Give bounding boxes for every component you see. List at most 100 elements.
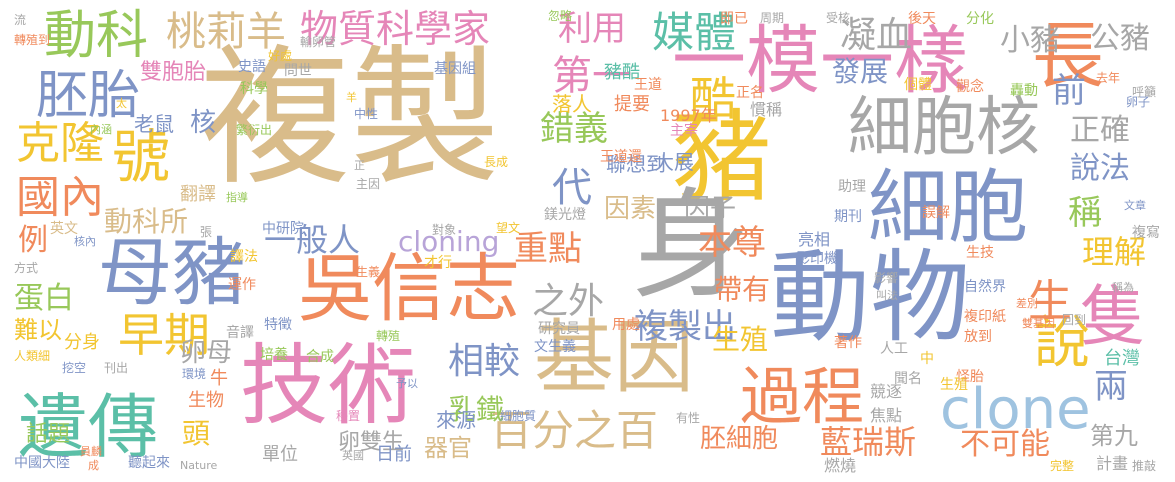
word: 張 bbox=[200, 225, 213, 239]
word: 史語 bbox=[238, 59, 266, 75]
word: 競逐 bbox=[870, 382, 903, 401]
word: 單位 bbox=[262, 444, 298, 465]
word: 錯義 bbox=[540, 109, 608, 149]
word: 助理 bbox=[838, 179, 866, 195]
word: 亮相 bbox=[798, 230, 831, 249]
word: 發展 bbox=[832, 55, 889, 88]
word: 受核 bbox=[826, 11, 851, 25]
word: 方式 bbox=[14, 261, 39, 275]
word: 公豬 bbox=[1090, 21, 1150, 56]
word: 轉殖到 bbox=[14, 33, 51, 47]
word: 慣稱 bbox=[750, 100, 783, 119]
word: 生物 bbox=[188, 390, 224, 411]
word: 中國大陸 bbox=[14, 455, 70, 471]
word: 周期 bbox=[760, 11, 785, 25]
word: 生 bbox=[1028, 276, 1072, 327]
word: 核內 bbox=[74, 235, 96, 248]
word: 研究員 bbox=[538, 321, 580, 337]
word: 回到 bbox=[1062, 313, 1087, 327]
word: 繁衍出 bbox=[236, 123, 273, 137]
word: 羊 bbox=[346, 91, 357, 104]
word: 號 bbox=[112, 123, 171, 191]
word: 才行 bbox=[424, 255, 452, 271]
word: 轉殖 bbox=[376, 329, 401, 343]
word: 分身 bbox=[64, 332, 100, 353]
word: 影印機 bbox=[796, 251, 838, 267]
word: 母豬 bbox=[98, 230, 246, 316]
word: 百分之百 bbox=[490, 406, 659, 455]
word: 代 bbox=[552, 165, 592, 211]
word: 技術 bbox=[240, 334, 417, 437]
word: 挖空 bbox=[62, 361, 87, 375]
word: 聞名 bbox=[894, 371, 922, 387]
word: 予以 bbox=[396, 377, 418, 390]
word: 指導 bbox=[226, 191, 248, 204]
word: 1997年 bbox=[660, 106, 717, 125]
word: 譯法 bbox=[230, 249, 258, 265]
word: 之外 bbox=[532, 281, 605, 322]
word: 個體 bbox=[904, 77, 932, 93]
word: 怪胎 bbox=[956, 369, 984, 385]
word: 王道還 bbox=[600, 149, 642, 165]
word: 環境 bbox=[182, 367, 207, 381]
word: 期刊 bbox=[834, 209, 862, 225]
word: cloning bbox=[398, 225, 500, 258]
word: 生義 bbox=[356, 265, 381, 279]
word: 豬酷 bbox=[604, 62, 640, 83]
word: 日前 bbox=[376, 444, 412, 465]
word: 主因 bbox=[356, 177, 381, 191]
word: 聽起來 bbox=[128, 455, 170, 471]
word: 音譯 bbox=[226, 325, 254, 341]
word: 利用 bbox=[558, 9, 626, 49]
word: 對象 bbox=[432, 223, 457, 237]
word: 去年 bbox=[1096, 71, 1121, 85]
word: 動科 bbox=[44, 6, 149, 66]
word: 乳鐵 bbox=[448, 393, 505, 426]
word: 物質科學家 bbox=[300, 7, 491, 51]
word: 提要 bbox=[614, 94, 650, 115]
word: 生殖 bbox=[712, 323, 769, 356]
word: 有性 bbox=[676, 411, 701, 425]
word: 小豬 bbox=[1000, 23, 1060, 58]
word: 複印紙 bbox=[964, 309, 1006, 325]
word: 完整 bbox=[1050, 459, 1075, 473]
word: 基因 bbox=[534, 311, 694, 404]
word: 過程 bbox=[740, 360, 865, 433]
word: 叫法 bbox=[876, 289, 898, 302]
word: 主宰 bbox=[670, 123, 698, 139]
word: 太 bbox=[116, 97, 127, 110]
word: 早期 bbox=[118, 308, 210, 362]
word: 移置 bbox=[336, 409, 361, 423]
word: 鎂光燈 bbox=[544, 207, 586, 223]
word: 誤解 bbox=[922, 205, 950, 221]
word: 兩 bbox=[1094, 367, 1128, 407]
word: 基因組 bbox=[434, 61, 476, 77]
word: 影響 bbox=[874, 271, 899, 285]
word: 計畫 bbox=[1096, 454, 1129, 473]
word: 細胞質 bbox=[500, 409, 537, 423]
word: 說 bbox=[1034, 311, 1090, 376]
word: 凝血 bbox=[840, 15, 913, 56]
word: clone bbox=[940, 377, 1091, 442]
word: 卵雙生 bbox=[338, 430, 405, 455]
word: 身 bbox=[632, 176, 751, 314]
word: 複製 bbox=[200, 32, 501, 206]
word: 內涵 bbox=[90, 123, 112, 136]
word: 忽略 bbox=[548, 9, 573, 23]
word: 稱 bbox=[1068, 193, 1102, 233]
word: 胚胎 bbox=[36, 66, 141, 126]
word: 因子 bbox=[684, 194, 737, 224]
word: 理解 bbox=[1082, 233, 1147, 271]
word: 帶有 bbox=[714, 273, 771, 306]
word: 卵母 bbox=[180, 338, 233, 368]
word: 好處 bbox=[268, 49, 293, 63]
word: 英文 bbox=[50, 221, 78, 237]
word: 流 bbox=[14, 13, 27, 27]
word: 培養 bbox=[260, 347, 288, 363]
word: 用處 bbox=[612, 317, 640, 333]
word: 相較 bbox=[448, 341, 521, 382]
word: 酷 bbox=[690, 72, 736, 126]
word: 牛 bbox=[210, 368, 228, 389]
word: 燃燒 bbox=[824, 456, 857, 475]
